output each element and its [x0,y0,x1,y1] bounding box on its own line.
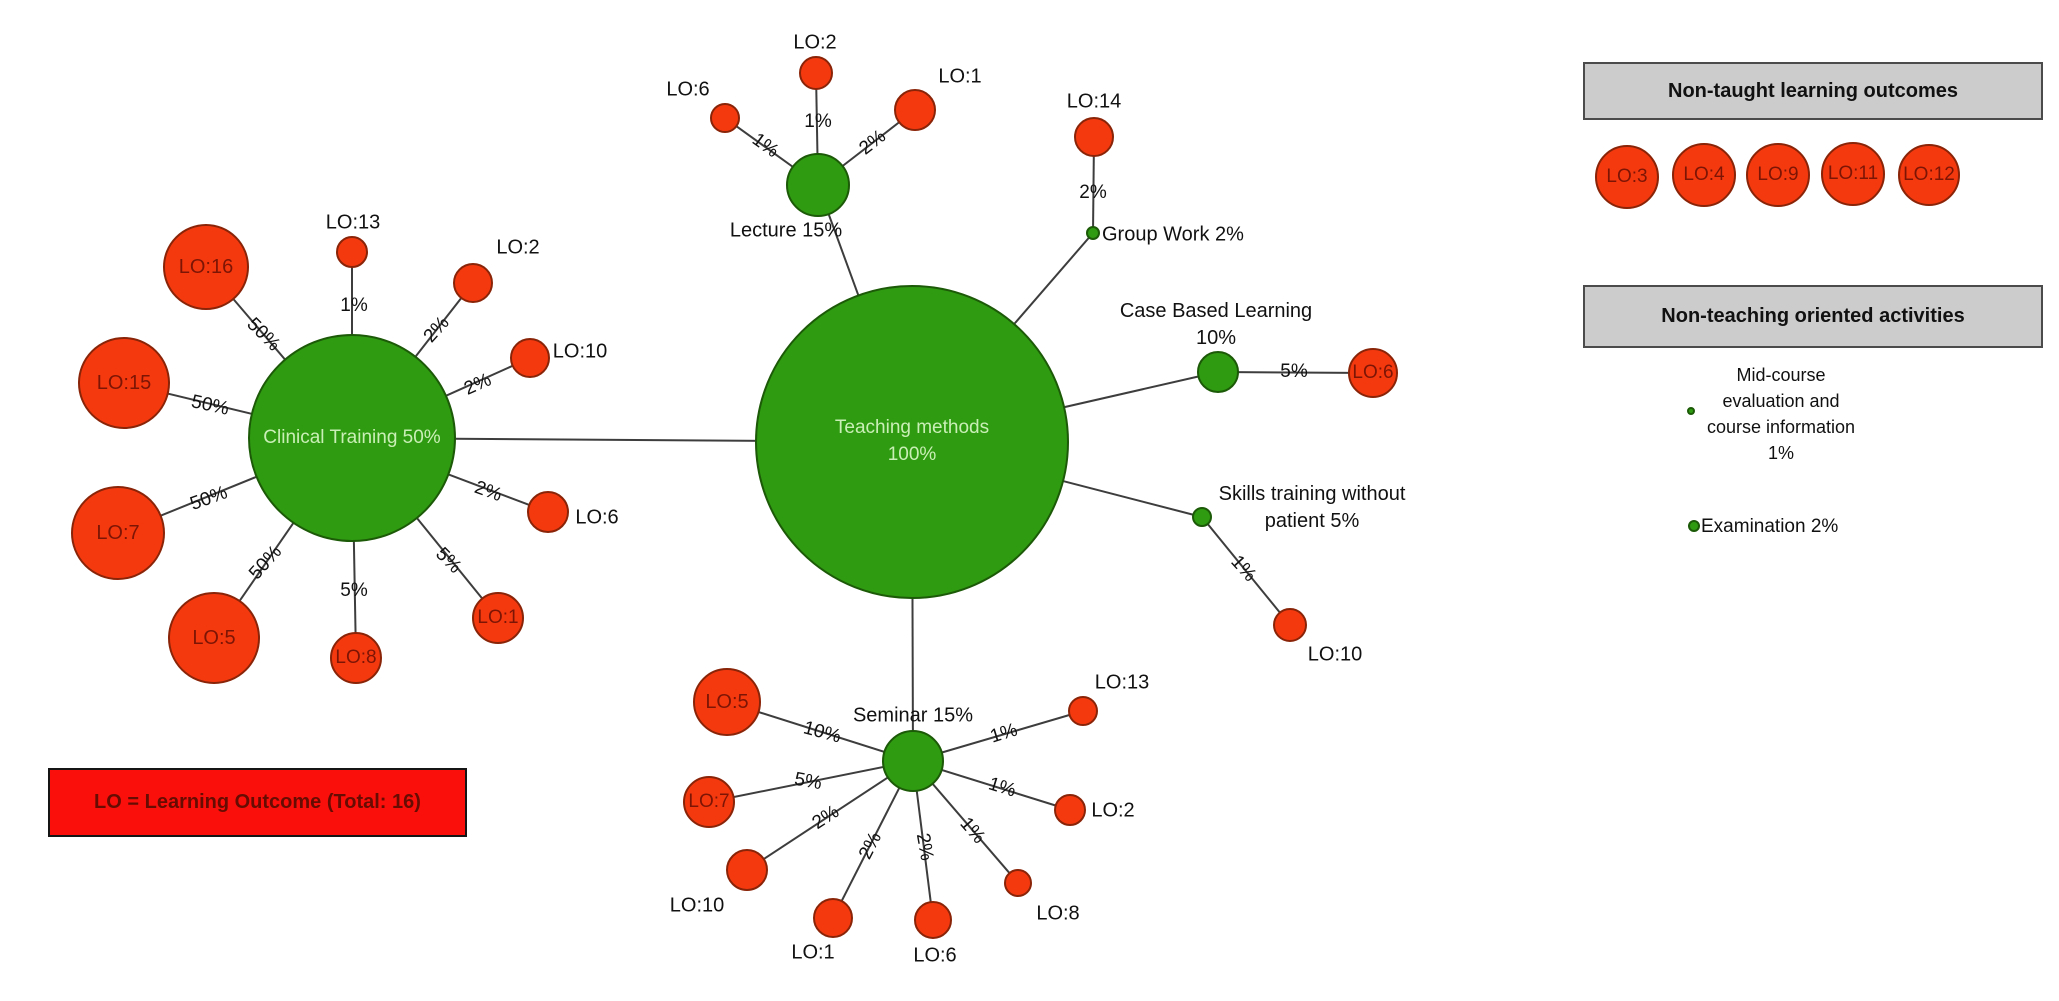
edge-seminar-lo7 [708,760,914,803]
group-work-lo14-percent: 2% [1079,182,1107,203]
lecture-outcome-lo1 [894,89,936,131]
non-taught-outcome-lo11: LO:11 [1821,142,1885,206]
seminar-lo6-percent: 2% [911,831,938,863]
edge-skills-lo10 [1201,516,1291,626]
clinical-outcome-lo15: LO:15 [78,337,170,429]
seminar-outcome-lo5: LO:5 [693,668,761,736]
clinical-training-label: Clinical Training 50% [263,426,441,448]
clinical-outcome-lo10 [510,338,550,378]
clinical-outcome-lo2 [453,263,493,303]
clinical-outcome-lo7: LO:7 [71,486,165,580]
seminar-lo8-label: LO:8 [1036,902,1080,925]
seminar-lo10-label: LO:10 [669,894,725,917]
clinical-lo13-label: LO:13 [325,211,381,234]
teaching-methods-node: Teaching methods 100% [755,285,1069,599]
clinical-outcome-lo13 [336,236,368,268]
edge-casebased-lo6 [1217,371,1374,374]
non-taught-outcome-lo12: LO:12 [1898,144,1960,206]
lecture-node [786,153,850,217]
group-work-lo14-label: LO:14 [1066,90,1122,113]
edge-seminar-lo10 [746,760,914,871]
clinical-outcome-lo6 [527,491,569,533]
case-based-learning-node [1197,351,1239,393]
skills-outcome-lo10 [1273,608,1307,642]
lecture-lo2-label: LO:2 [793,31,837,54]
clinical-lo10-label: LO:10 [552,340,608,363]
clinical-lo6-label: LO:6 [575,506,619,529]
skills-training-label: Skills training without patient 5% [1218,483,1406,532]
non-taught-outcome-lo3: LO:3 [1595,145,1659,209]
lo-legend-box: LO = Learning Outcome (Total: 16) [48,768,467,837]
seminar-outcome-lo8 [1004,869,1032,897]
clinical-lo13-percent: 1% [340,295,368,316]
seminar-outcome-lo1 [813,898,853,938]
mid-course-dot [1687,407,1695,415]
non-teaching-header: Non-teaching oriented activities [1583,285,2043,348]
clinical-outcome-lo8: LO:8 [330,632,382,684]
seminar-outcome-lo6 [914,901,952,939]
seminar-node [882,730,944,792]
clinical-lo8-percent: 5% [340,580,368,601]
skills-training-node [1192,507,1212,527]
non-taught-outcome-lo4: LO:4 [1672,143,1736,207]
non-taught-header: Non-taught learning outcomes [1583,62,2043,120]
clinical-outcome-lo16: LO:16 [163,224,249,310]
seminar-lo7-percent: 5% [792,768,824,795]
non-taught-outcome-lo9: LO:9 [1746,143,1810,207]
lecture-lo1-label: LO:1 [938,65,982,88]
seminar-outcome-lo10 [726,849,768,891]
lecture-outcome-lo2 [799,56,833,90]
teaching-methods-label: Teaching methods 100% [834,417,990,465]
lecture-outcome-lo6 [710,103,740,133]
group-work-node [1086,226,1100,240]
clinical-lo2-label: LO:2 [496,236,540,259]
seminar-lo6-label: LO:6 [913,944,957,967]
seminar-label: Seminar 15% [852,704,974,727]
clinical-outcome-lo1: LO:1 [472,592,524,644]
seminar-lo2-label: LO:2 [1091,799,1135,822]
skills-lo10-label: LO:10 [1307,643,1363,666]
seminar-outcome-lo7: LO:7 [683,776,735,828]
lecture-label: Lecture 15% [729,219,843,242]
seminar-outcome-lo2 [1054,794,1086,826]
examination-dot [1688,520,1700,532]
group-work-outcome-lo14 [1074,117,1114,157]
mid-course-label: Mid-course evaluation and course informati… [1706,365,1856,463]
clinical-outcome-lo5: LO:5 [168,592,260,684]
seminar-lo13-label: LO:13 [1094,671,1150,694]
case-based-outcome-lo6: LO:6 [1348,348,1398,398]
seminar-outcome-lo13 [1068,696,1098,726]
seminar-lo1-label: LO:1 [791,941,835,964]
case-based-learning-label: Case Based Learning 10% [1119,300,1313,349]
examination-label: Examination 2% [1701,516,1839,537]
clinical-training-node: Clinical Training 50% [248,334,456,542]
lecture-lo6-label: LO:6 [666,78,710,101]
lecture-lo2-percent: 1% [804,111,832,132]
case-based-lo6-percent: 5% [1280,361,1308,382]
group-work-label: Group Work 2% [1102,223,1244,246]
